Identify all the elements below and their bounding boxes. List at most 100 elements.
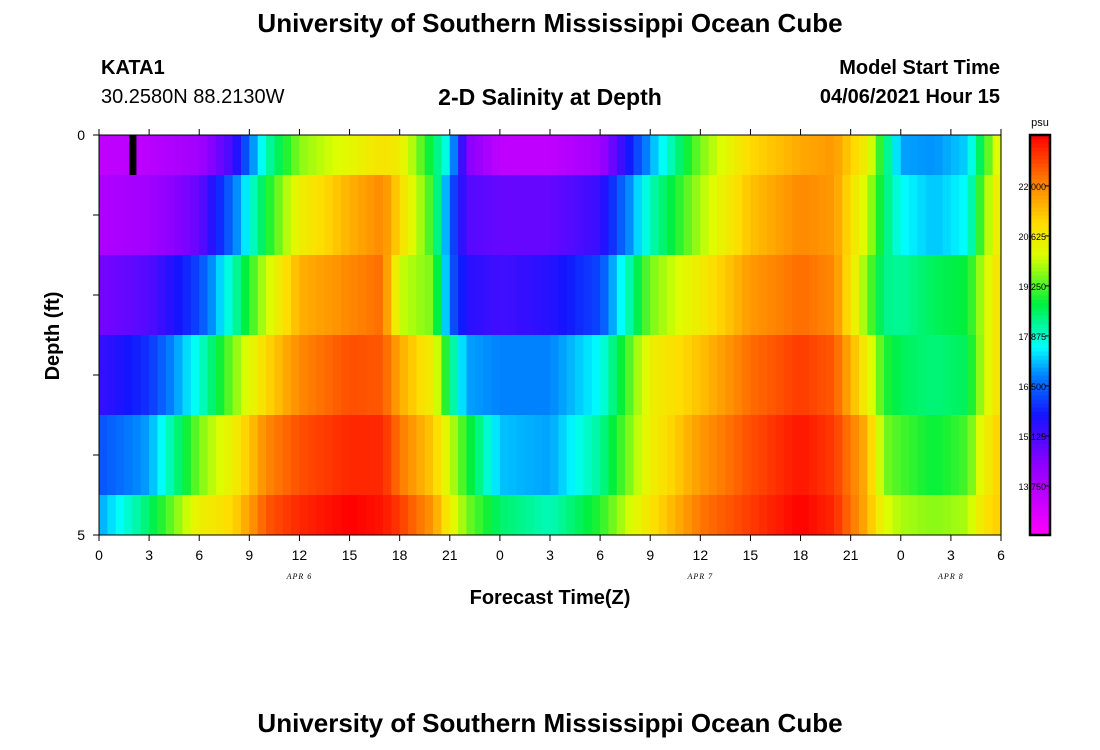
colorbar-strip [1030,523,1050,528]
x-tick-label: 3 [947,547,955,563]
heatmap-cell [959,135,969,175]
heatmap-cell [825,255,835,335]
heatmap-cell [491,335,501,415]
heatmap-cell [324,255,334,335]
heatmap-cell [474,495,484,535]
heatmap-cell [424,495,434,535]
heatmap-cell [316,495,326,535]
heatmap-cell [775,135,785,175]
heatmap-cell [725,135,735,175]
heatmap-cell [859,175,868,255]
heatmap-cell [199,335,209,415]
heatmap-cell [600,335,610,415]
heatmap-cell [925,255,935,335]
heatmap-cell [775,415,785,495]
heatmap-cell [299,415,309,495]
heatmap-cell [775,175,785,255]
heatmap-cell [374,335,384,415]
heatmap-cell [249,415,259,495]
colorbar-strip [1030,307,1050,312]
heatmap-cell [132,335,142,415]
heatmap-cell [441,135,451,175]
heatmap-cell [942,135,952,175]
x-axis-title: Forecast Time(Z) [470,587,631,609]
heatmap-cell [616,495,626,535]
heatmap-cell [558,135,568,175]
heatmap-cell [215,335,225,415]
heatmap-cell [140,255,150,335]
heatmap-cell [458,255,468,335]
heatmap-cell [149,255,159,335]
colorbar-strip [1030,443,1050,448]
colorbar: 13.750 15.125 16.500 17.875 19.250 20.625 22.0… [1018,133,1052,537]
heatmap-cell [341,175,351,255]
heatmap-cell [132,495,142,535]
heatmap-cell [884,255,894,335]
colorbar-frame [1028,133,1052,537]
heatmap-cell [650,335,660,415]
heatmap-cell [516,255,526,335]
heatmap-cell [157,415,167,495]
colorbar-strip [1030,291,1050,296]
heatmap-cell [433,255,443,335]
heatmap-cell [742,335,752,415]
colorbar-strip [1030,531,1050,536]
heatmap-cell [775,495,785,535]
colorbar-strip [1030,495,1050,500]
x-tick-label: 18 [793,547,809,563]
colorbar-strip [1030,135,1050,140]
colorbar-strip [1030,503,1050,508]
heatmap-cell [675,135,685,175]
heatmap-cell [316,175,326,255]
heatmap-cell [817,175,827,255]
heatmap-cell [266,335,275,415]
heatmap-cell [566,495,576,535]
heatmap-cell [332,335,342,415]
heatmap-cell [783,135,793,175]
heatmap-cell [650,255,660,335]
heatmap-cell [909,255,919,335]
heatmap-cell [909,335,919,415]
heatmap-cell [708,495,718,535]
colorbar-strip [1030,395,1050,400]
heatmap-cell [616,415,626,495]
colorbar-strip [1030,487,1050,492]
colorbar-strip [1030,339,1050,344]
heatmap-cell [190,175,200,255]
colorbar-strip [1030,343,1050,348]
heatmap-cell [625,255,635,335]
colorbar-strip [1030,359,1050,364]
heatmap-cell [215,415,225,495]
heatmap-cell [299,175,309,255]
heatmap-cell [449,415,459,495]
heatmap-cell [817,415,827,495]
heatmap-cell [240,175,250,255]
heatmap-cell [508,175,518,255]
heatmap-cell [575,335,585,415]
heatmap-cell [850,495,860,535]
heatmap-cell [366,335,376,415]
heatmap-cell [249,135,259,175]
heatmap-cell [341,415,351,495]
heatmap-cell [391,335,401,415]
x-tick-label: 9 [646,547,654,563]
heatmap-cell [199,135,209,175]
heatmap-cell [516,495,526,535]
heatmap-cell [633,335,643,415]
heatmap-cell [725,335,735,415]
colorbar-strip [1030,263,1050,268]
heatmap-cell [332,495,342,535]
heatmap-cell [859,335,868,415]
heatmap-cell [533,255,543,335]
colorbar-strip [1030,239,1050,244]
heatmap-cell [550,415,559,495]
y-axis-title: Depth (ft) [42,292,64,381]
colorbar-strip [1030,215,1050,220]
heatmap-cell [299,255,309,335]
heatmap-cell [115,255,125,335]
heatmap-cell [675,495,685,535]
heatmap-cell [307,255,317,335]
heatmap-cell [608,135,618,175]
heatmap-cell [850,135,860,175]
date-label: APR 8 [937,572,964,581]
